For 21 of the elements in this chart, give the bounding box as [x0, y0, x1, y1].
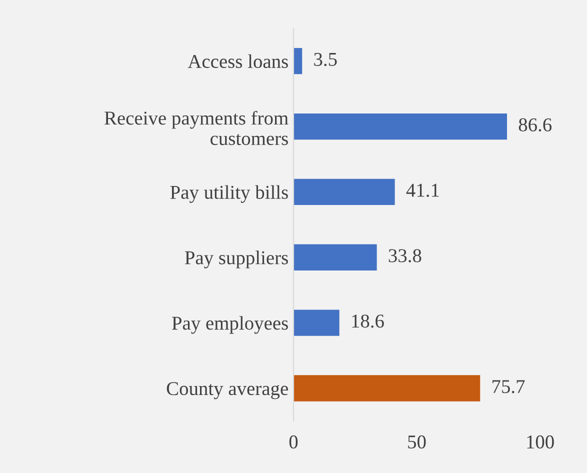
data-label: 18.6 [352, 314, 384, 328]
x-tick-label: 0 [289, 435, 298, 449]
bar [294, 178, 395, 206]
y-tick-label: Receive payments from customers [104, 110, 288, 146]
data-label: 3.5 [314, 52, 337, 66]
y-tick-label: Pay suppliers [184, 250, 288, 268]
data-label: 75.7 [492, 380, 525, 394]
data-label: 33.8 [388, 249, 422, 262]
x-tick-label: 50 [408, 435, 426, 449]
x-tick-label: 100 [527, 435, 554, 449]
y-tick-label: Access loans [188, 54, 288, 68]
bar [294, 113, 508, 140]
y-tick-label: Pay employees [172, 316, 288, 334]
bar [294, 375, 480, 402]
y-tick-label: County average [166, 382, 288, 400]
bar [294, 48, 302, 74]
bar [294, 244, 377, 270]
bar [294, 310, 340, 336]
data-label: 86.6 [518, 118, 552, 132]
data-label: 41.1 [406, 184, 439, 197]
y-tick-label: Pay utility bills [170, 185, 288, 203]
